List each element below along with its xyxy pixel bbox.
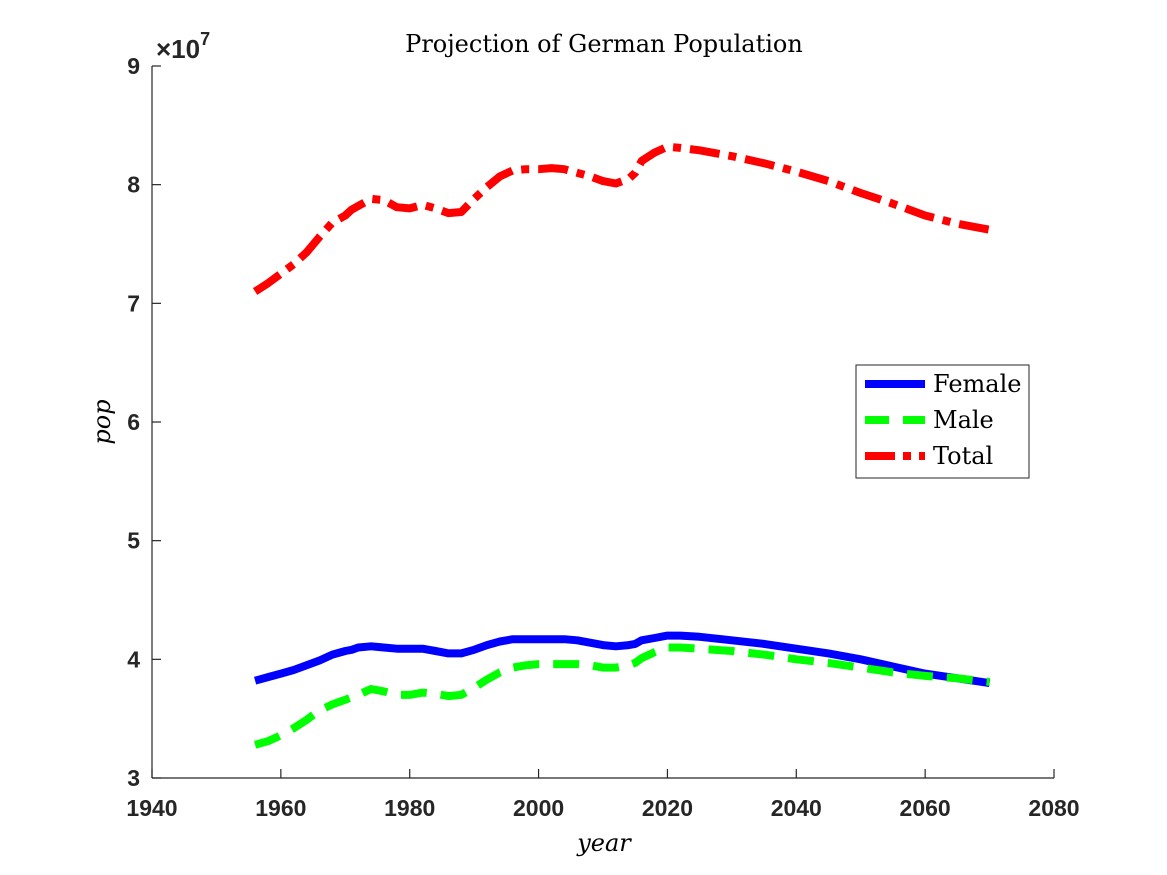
series-line-female xyxy=(254,631,991,688)
x-tick-label: 2060 xyxy=(900,795,951,821)
x-tick-label: 2040 xyxy=(771,795,822,821)
legend-label-female: Female xyxy=(933,370,1022,398)
axes: 1940 1960 1980 2000 2020 2040 2060 2080 3 4 5 6 7 8 9 xyxy=(126,53,1079,821)
x-tick-label: 1980 xyxy=(384,795,435,821)
y-tick-label: 3 xyxy=(127,765,140,791)
x-tick-label: 2000 xyxy=(513,795,564,821)
y-tick-label: 4 xyxy=(127,646,140,672)
chart-title: Projection of German Population xyxy=(405,30,803,58)
y-tick-label: 5 xyxy=(127,528,140,554)
y-tick-label: 7 xyxy=(127,290,140,316)
y-tick-label: 9 xyxy=(127,53,140,79)
x-tick-label: 2020 xyxy=(642,795,693,821)
y-multiplier-base: ×10 xyxy=(156,34,200,64)
y-tick-label: 6 xyxy=(127,409,140,435)
series-line-total xyxy=(252,142,991,295)
plot-area xyxy=(252,142,991,749)
x-tick-label: 1960 xyxy=(255,795,306,821)
legend-label-male: Male xyxy=(933,406,994,434)
y-multiplier-label: ×107 xyxy=(156,29,210,64)
x-tick-label: 2080 xyxy=(1028,795,1079,821)
y-tick-label: 8 xyxy=(127,172,140,198)
y-multiplier-exponent: 7 xyxy=(200,29,210,49)
legend-label-total: Total xyxy=(933,442,993,470)
legend: Female Male Total xyxy=(855,364,1030,479)
x-tick-label: 1940 xyxy=(126,795,177,821)
y-axis-label: pop xyxy=(88,399,116,444)
x-axis-label: year xyxy=(576,829,632,857)
series-line-male xyxy=(254,643,991,749)
